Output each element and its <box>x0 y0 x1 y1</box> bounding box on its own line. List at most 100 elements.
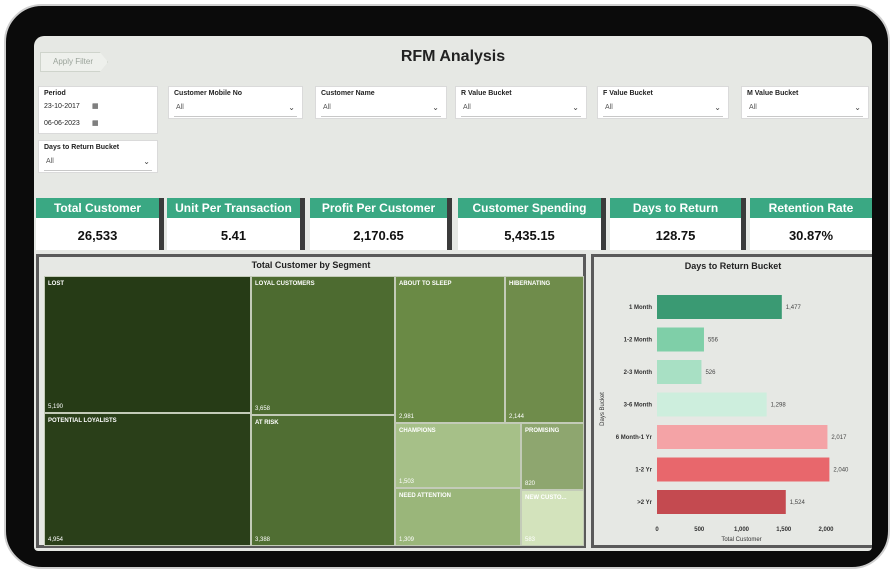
kpi-value: 128.75 <box>655 228 696 243</box>
x-tick-label: 1,500 <box>776 527 792 533</box>
chevron-down-icon: ⌄ <box>432 103 439 112</box>
tile-value: 820 <box>525 481 536 487</box>
bar <box>657 295 782 319</box>
treemap-tile-loyal-customers[interactable]: LOYAL CUSTOMERS 3,658 <box>251 276 395 415</box>
kpi-profit-per-customer: Profit Per Customer 2,170.65 <box>310 198 452 250</box>
kpi-value: 30.87% <box>788 228 834 243</box>
tile-value: 583 <box>525 537 536 543</box>
category-label: 6 Month-1 Yr <box>616 435 653 441</box>
category-label: 1-2 Month <box>624 338 653 344</box>
period-label: Period <box>44 90 66 97</box>
kpi-customer-spending: Customer Spending 5,435.15 <box>458 198 606 250</box>
apply-filter-button[interactable]: Apply Filter <box>40 52 108 72</box>
days-bucket-dropdown[interactable]: All ⌄ <box>44 157 152 171</box>
chevron-down-icon: ⌄ <box>714 103 721 112</box>
tile-value: 3,388 <box>255 537 271 543</box>
kpi-value: 26,533 <box>77 228 118 243</box>
treemap-tile-hibernating[interactable]: HIBERNATING 2,144 <box>505 276 584 423</box>
m-bucket-value: All <box>749 104 757 111</box>
r-bucket-dropdown[interactable]: All ⌄ <box>461 103 581 117</box>
days-return-chart-panel: Days to Return Bucket 1 Month 1,477 1-2 Mon… <box>591 254 872 548</box>
period-end[interactable]: 06-06-2023 ▦ <box>44 120 152 127</box>
chevron-down-icon: ⌄ <box>143 157 150 166</box>
customer-mobile-value: All <box>176 104 184 111</box>
tile-name: CHAMPIONS <box>399 428 436 434</box>
chart-title: Days to Return Bucket <box>685 261 782 271</box>
x-tick-label: 0 <box>655 527 659 533</box>
bar <box>657 327 704 352</box>
x-axis-label: Total Customer <box>721 537 761 543</box>
tile-name: AT RISK <box>255 420 279 426</box>
customer-name-label: Customer Name <box>321 90 375 97</box>
data-label: 2,040 <box>833 468 849 474</box>
kpi-days-to-return: Days to Return 128.75 <box>610 198 746 250</box>
kpi-retention-rate: Retention Rate 30.87% <box>750 198 872 250</box>
customer-name-value: All <box>323 104 331 111</box>
data-label: 1,524 <box>790 500 806 506</box>
dashboard-screen: Apply Filter RFM Analysis Period 23-10-2… <box>34 36 872 551</box>
tile-value: 3,658 <box>255 406 271 412</box>
treemap-tile-need-attention[interactable]: NEED ATTENTION 1,309 <box>395 488 521 546</box>
f-bucket-value: All <box>605 104 613 111</box>
treemap-tile-new-customers[interactable]: NEW CUSTO... 583 <box>521 490 584 546</box>
tile-name: ABOUT TO SLEEP <box>399 281 452 287</box>
r-bucket-filter: R Value Bucket All ⌄ <box>455 86 587 119</box>
f-bucket-dropdown[interactable]: All ⌄ <box>603 103 723 117</box>
tile-value: 1,309 <box>399 537 415 543</box>
kpi-label: Customer Spending <box>458 198 601 218</box>
treemap-tile-potential-loyalists[interactable]: POTENTIAL LOYALISTS 4,954 <box>44 413 251 546</box>
kpi-value: 2,170.65 <box>353 228 404 243</box>
period-end-value: 06-06-2023 <box>44 120 80 127</box>
period-start[interactable]: 23-10-2017 ▦ <box>44 103 152 110</box>
customer-name-dropdown[interactable]: All ⌄ <box>321 103 441 117</box>
data-label: 1,298 <box>771 403 787 409</box>
treemap-tile-lost[interactable]: LOST 5,190 <box>44 276 251 413</box>
treemap-tile-champions[interactable]: CHAMPIONS 1,503 <box>395 423 521 488</box>
period-filter: Period 23-10-2017 ▦ 06-06-2023 ▦ <box>38 86 158 134</box>
m-bucket-label: M Value Bucket <box>747 90 799 97</box>
customer-mobile-dropdown[interactable]: All ⌄ <box>174 103 297 117</box>
treemap-tile-about-to-sleep[interactable]: ABOUT TO SLEEP 2,981 <box>395 276 505 423</box>
kpi-label: Retention Rate <box>750 198 872 218</box>
tile-name: LOYAL CUSTOMERS <box>255 281 315 287</box>
tile-value: 5,190 <box>48 404 64 410</box>
tile-value: 2,981 <box>399 414 415 420</box>
category-label: 1 Month <box>629 305 652 311</box>
data-label: 2,017 <box>831 435 847 441</box>
data-label: 556 <box>708 338 719 344</box>
days-return-bar-chart: Days to Return Bucket 1 Month 1,477 1-2 Mon… <box>600 261 849 543</box>
r-bucket-label: R Value Bucket <box>461 90 512 97</box>
customer-name-filter: Customer Name All ⌄ <box>315 86 447 119</box>
chevron-down-icon: ⌄ <box>572 103 579 112</box>
category-label: 3-6 Month <box>624 403 653 409</box>
customer-mobile-label: Customer Mobile No <box>174 90 243 97</box>
m-bucket-filter: M Value Bucket All ⌄ <box>741 86 869 119</box>
category-label: 2-3 Month <box>624 370 653 376</box>
category-label: 1-2 Yr <box>635 468 652 474</box>
treemap-tile-at-risk[interactable]: AT RISK 3,388 <box>251 415 395 546</box>
x-tick-label: 2,000 <box>818 527 834 533</box>
x-tick-label: 1,000 <box>734 527 750 533</box>
kpi-unit-per-transaction: Unit Per Transaction 5.41 <box>167 198 305 250</box>
data-label: 526 <box>705 370 716 376</box>
kpi-value: 5.41 <box>220 228 247 243</box>
calendar-icon[interactable]: ▦ <box>92 103 99 110</box>
tile-name: PROMISING <box>525 428 560 434</box>
tile-name: POTENTIAL LOYALISTS <box>48 418 117 424</box>
segment-treemap: LOST 5,190 POTENTIAL LOYALISTS 4,954 LOY… <box>44 276 584 546</box>
tile-name: NEW CUSTO... <box>525 495 567 501</box>
f-bucket-label: F Value Bucket <box>603 90 653 97</box>
tile-name: HIBERNATING <box>509 281 551 287</box>
f-bucket-filter: F Value Bucket All ⌄ <box>597 86 729 119</box>
category-label: >2 Yr <box>637 500 652 506</box>
calendar-icon[interactable]: ▦ <box>92 120 99 127</box>
treemap-title: Total Customer by Segment <box>251 260 371 270</box>
bar <box>657 457 830 482</box>
m-bucket-dropdown[interactable]: All ⌄ <box>747 103 863 117</box>
kpi-label: Unit Per Transaction <box>167 198 300 218</box>
page-title: RFM Analysis <box>400 48 506 65</box>
data-label: 1,477 <box>786 305 802 311</box>
chevron-down-icon: ⌄ <box>854 103 861 112</box>
kpi-total-customer: Total Customer 26,533 <box>36 198 164 250</box>
treemap-tile-promising[interactable]: PROMISING 820 <box>521 423 584 490</box>
